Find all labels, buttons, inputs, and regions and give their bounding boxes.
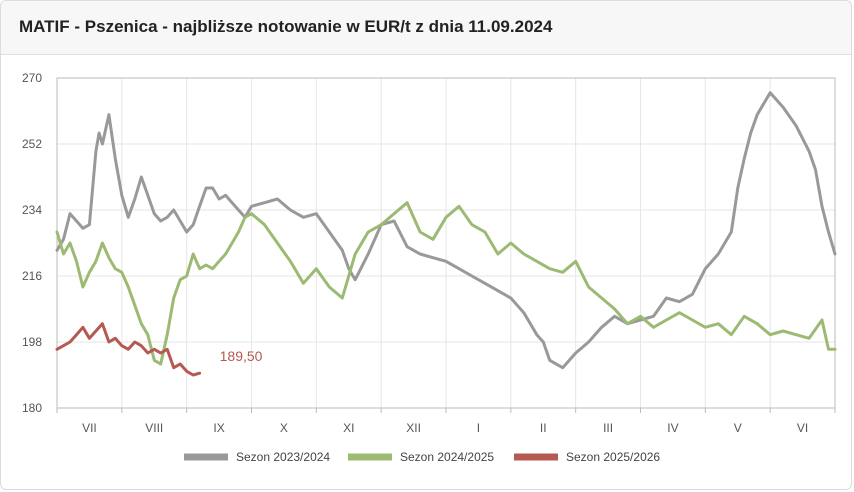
x-tick-label: IV	[667, 421, 678, 435]
y-tick-label: 252	[22, 137, 42, 151]
grid	[56, 77, 836, 409]
x-tick-label: V	[734, 421, 742, 435]
x-tick-label: II	[540, 421, 547, 435]
x-tick-label: IX	[213, 421, 224, 435]
legend-label: Sezon 2024/2025	[400, 450, 494, 464]
chart-header: MATIF - Pszenica - najbliższe notowanie …	[1, 1, 851, 55]
legend-label: Sezon 2025/2026	[566, 450, 660, 464]
legend: Sezon 2023/2024 Sezon 2024/2025 Sezon 2025…	[184, 450, 660, 464]
y-tick-label: 234	[22, 203, 42, 217]
series-group	[55, 91, 837, 377]
last-value-label: 189,50	[220, 348, 263, 364]
x-tick-label: VIII	[145, 421, 163, 435]
x-tick-label: VI	[797, 421, 808, 435]
chart-title: MATIF - Pszenica - najbliższe notowanie …	[19, 17, 553, 36]
y-tick-label: 270	[22, 71, 42, 85]
series-line-3	[55, 322, 202, 377]
x-tick-label: VII	[82, 421, 97, 435]
legend-label: Sezon 2023/2024	[236, 450, 330, 464]
y-tick-label: 198	[22, 335, 42, 349]
x-tick-label: XII	[406, 421, 421, 435]
x-tick-label: I	[477, 421, 480, 435]
x-tick-label: XI	[343, 421, 354, 435]
series-line-2	[55, 201, 837, 366]
y-axis: 180 198 216 234 252 270	[22, 71, 42, 415]
x-tick-label: X	[280, 421, 288, 435]
x-axis: VII VIII IX X XI XII I II III IV V VI	[56, 408, 836, 435]
y-tick-label: 180	[22, 401, 42, 415]
x-tick-label: III	[603, 421, 613, 435]
y-tick-label: 216	[22, 269, 42, 283]
series-line-1	[55, 91, 837, 370]
